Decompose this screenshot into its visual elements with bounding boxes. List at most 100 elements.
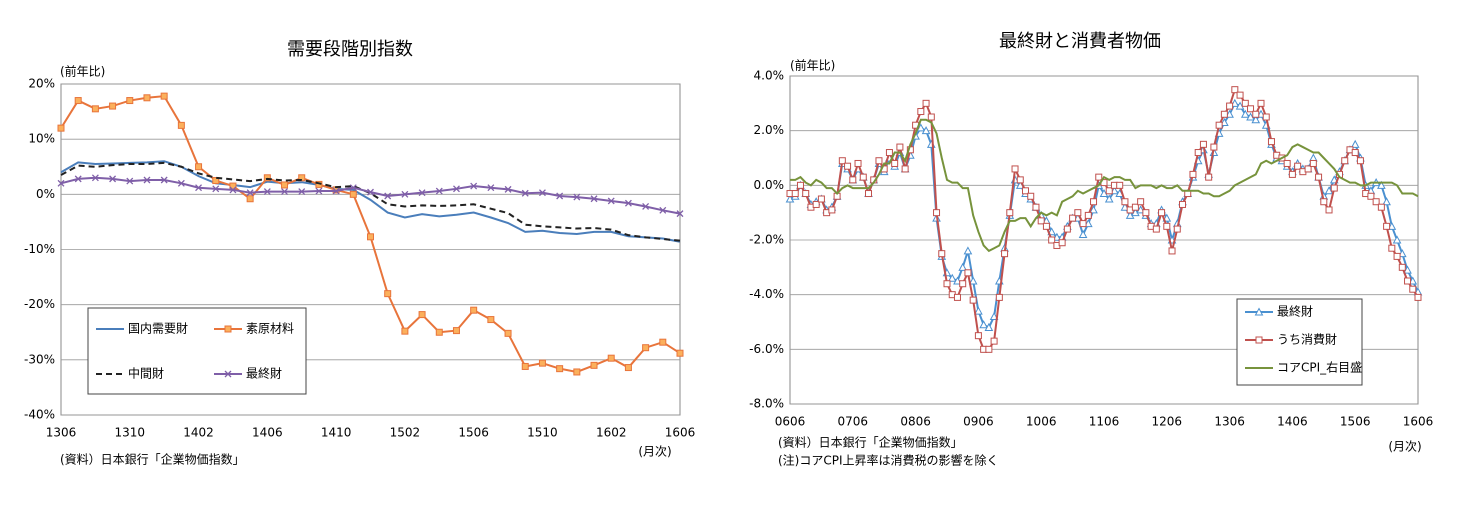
marker (1022, 187, 1029, 195)
marker (1105, 187, 1113, 195)
marker (979, 320, 988, 329)
marker (1383, 222, 1391, 230)
marker (1121, 198, 1129, 206)
y-unit: (前年比) (790, 58, 835, 73)
marker (1037, 217, 1045, 225)
marker (1084, 211, 1092, 219)
marker (1388, 244, 1396, 252)
marker (953, 293, 961, 301)
marker (624, 364, 632, 372)
marker (1104, 194, 1114, 203)
y-tick-label: 0% (36, 187, 55, 201)
marker (1398, 263, 1406, 271)
marker (74, 97, 82, 105)
chart: 需要段階別指数 (前年比) -40% -30% -20% -10% 0% 10% 20% 1306… (24, 39, 695, 467)
marker (885, 149, 893, 157)
note: (資料）日本銀行「企業物価指数」 (778, 435, 963, 450)
marker (1074, 209, 1082, 217)
marker (1236, 91, 1244, 99)
marker (91, 105, 99, 113)
marker (315, 180, 323, 188)
y-tick-label: -2.0% (749, 233, 784, 247)
marker (642, 203, 650, 210)
marker (1393, 252, 1401, 260)
marker (969, 296, 977, 304)
marker (367, 188, 374, 196)
marker (607, 354, 615, 362)
marker (91, 174, 99, 182)
marker (921, 126, 931, 135)
marker (435, 187, 443, 195)
marker (1254, 307, 1264, 316)
marker (224, 325, 232, 333)
marker (624, 199, 632, 207)
x-tick-label: 1406 (252, 426, 283, 440)
marker (57, 179, 65, 187)
marker (1252, 110, 1260, 118)
marker (1367, 192, 1375, 200)
marker (453, 185, 460, 193)
marker (875, 157, 883, 165)
marker (791, 190, 799, 198)
marker (1241, 99, 1249, 107)
marker (1240, 109, 1250, 118)
marker (642, 344, 650, 352)
marker (1210, 143, 1218, 151)
y-tick-label: -8.0% (749, 397, 784, 411)
marker (195, 163, 203, 171)
marker (607, 197, 615, 205)
marker (989, 311, 999, 321)
x-tick-label: 1306 (1214, 415, 1245, 429)
marker (538, 359, 546, 367)
marker (891, 159, 899, 167)
x-tick-label: 1602 (596, 426, 627, 440)
marker (1220, 110, 1228, 118)
marker (1205, 173, 1213, 181)
marker (917, 108, 925, 116)
marker (1090, 198, 1098, 206)
marker (1304, 165, 1312, 173)
marker (263, 188, 271, 196)
marker (817, 195, 825, 203)
x-tick-label: 1006 (1026, 415, 1057, 429)
marker (1189, 170, 1197, 178)
marker (1315, 173, 1323, 181)
marker (367, 233, 374, 241)
marker (1011, 165, 1019, 173)
marker (590, 361, 598, 369)
marker (1168, 247, 1176, 255)
marker (1257, 99, 1265, 107)
marker (573, 368, 581, 376)
marker (1404, 277, 1412, 285)
marker (1309, 159, 1317, 167)
marker (487, 184, 495, 192)
legend-label: 中間財 (128, 366, 164, 381)
marker (659, 338, 667, 346)
marker (1137, 198, 1145, 206)
marker (1173, 225, 1181, 233)
marker (384, 192, 392, 200)
x-tick-label: 0906 (963, 415, 994, 429)
marker (229, 186, 237, 194)
y-tick-label: -20% (24, 297, 55, 311)
marker (1382, 197, 1391, 206)
x-tick-label: 0806 (900, 415, 931, 429)
marker (1032, 203, 1040, 211)
marker (263, 174, 271, 182)
marker (1330, 184, 1338, 192)
marker (963, 246, 973, 255)
marker (1288, 170, 1296, 178)
x-tick-label: 1510 (527, 426, 558, 440)
marker (1409, 285, 1417, 293)
marker (418, 311, 426, 319)
marker (126, 97, 134, 105)
marker (1325, 206, 1333, 214)
marker (435, 328, 443, 336)
marker (1079, 220, 1087, 228)
marker (1016, 176, 1024, 184)
marker (143, 176, 151, 184)
legend-label: 最終財 (246, 366, 282, 381)
x-tick-label: 1502 (390, 426, 421, 440)
